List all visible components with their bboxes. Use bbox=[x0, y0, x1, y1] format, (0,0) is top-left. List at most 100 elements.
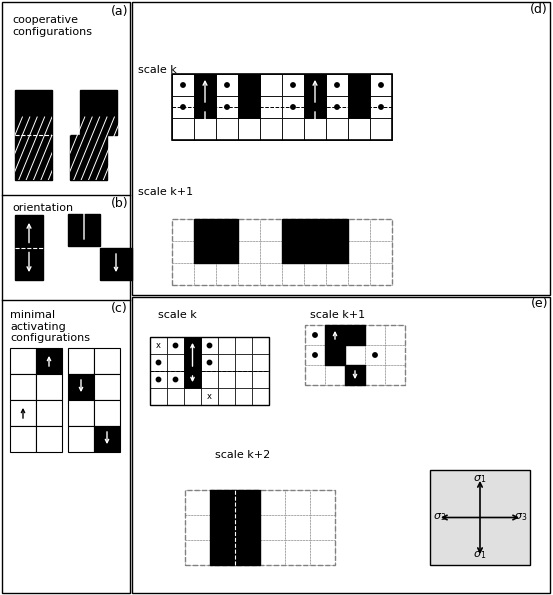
Bar bbox=[285, 540, 310, 565]
Bar bbox=[94, 348, 120, 374]
Bar bbox=[348, 118, 370, 140]
Bar bbox=[94, 374, 120, 400]
Circle shape bbox=[313, 353, 317, 357]
Bar bbox=[172, 263, 194, 285]
Bar bbox=[285, 515, 310, 540]
Bar bbox=[326, 118, 348, 140]
Bar bbox=[326, 263, 348, 285]
Circle shape bbox=[181, 105, 185, 109]
Bar bbox=[325, 325, 345, 345]
Bar bbox=[282, 219, 304, 241]
Bar bbox=[172, 118, 194, 140]
Text: (b): (b) bbox=[111, 197, 128, 210]
Bar bbox=[348, 74, 370, 96]
Bar bbox=[216, 219, 238, 241]
Circle shape bbox=[335, 83, 339, 87]
Bar bbox=[36, 426, 62, 452]
Bar bbox=[365, 325, 385, 345]
Bar bbox=[184, 337, 201, 354]
Bar bbox=[194, 263, 216, 285]
Bar bbox=[370, 74, 392, 96]
Circle shape bbox=[373, 353, 377, 357]
Bar bbox=[326, 219, 348, 241]
Text: scale k+1: scale k+1 bbox=[310, 310, 365, 320]
Bar bbox=[184, 354, 201, 371]
Bar bbox=[10, 374, 36, 400]
Bar bbox=[260, 540, 285, 565]
Text: (e): (e) bbox=[530, 297, 548, 310]
Bar bbox=[100, 248, 132, 280]
Bar bbox=[305, 365, 325, 385]
Bar bbox=[370, 263, 392, 285]
Bar bbox=[36, 400, 62, 426]
Bar bbox=[348, 96, 370, 118]
Bar bbox=[172, 219, 392, 285]
Text: scale k+1: scale k+1 bbox=[138, 187, 193, 197]
Bar bbox=[252, 388, 269, 405]
Text: orientation: orientation bbox=[12, 203, 73, 213]
Text: scale k: scale k bbox=[158, 310, 197, 320]
Bar bbox=[184, 354, 201, 371]
Bar bbox=[172, 96, 194, 118]
Bar bbox=[310, 540, 335, 565]
Bar bbox=[238, 74, 260, 96]
Bar bbox=[345, 365, 365, 385]
Bar bbox=[172, 74, 194, 96]
Bar bbox=[304, 96, 326, 118]
Bar bbox=[325, 345, 345, 365]
Bar bbox=[150, 371, 167, 388]
Bar bbox=[252, 337, 269, 354]
Bar bbox=[345, 345, 365, 365]
Bar bbox=[252, 354, 269, 371]
Bar bbox=[15, 90, 52, 180]
Bar bbox=[194, 74, 216, 96]
Bar bbox=[260, 241, 282, 263]
Bar bbox=[150, 388, 167, 405]
Bar bbox=[185, 490, 335, 565]
Bar bbox=[348, 96, 370, 118]
Bar bbox=[80, 90, 117, 135]
Bar bbox=[326, 74, 348, 96]
Circle shape bbox=[207, 361, 212, 365]
Circle shape bbox=[379, 83, 383, 87]
Bar bbox=[348, 241, 370, 263]
Text: minimal
activating
configurations: minimal activating configurations bbox=[10, 310, 90, 343]
Bar bbox=[194, 74, 216, 96]
Bar bbox=[260, 219, 282, 241]
Bar bbox=[304, 74, 326, 96]
Bar bbox=[385, 345, 405, 365]
Bar bbox=[194, 241, 216, 263]
Bar bbox=[305, 325, 405, 385]
Bar bbox=[326, 241, 348, 263]
Bar bbox=[304, 263, 326, 285]
Bar bbox=[260, 74, 282, 96]
Bar bbox=[194, 219, 216, 241]
Bar bbox=[68, 214, 100, 246]
Bar bbox=[370, 241, 392, 263]
Bar bbox=[385, 365, 405, 385]
Bar bbox=[201, 337, 218, 354]
Bar bbox=[348, 219, 370, 241]
Bar bbox=[167, 371, 184, 388]
Bar bbox=[305, 345, 325, 365]
Bar bbox=[430, 470, 530, 565]
Bar bbox=[260, 490, 285, 515]
Bar bbox=[282, 118, 304, 140]
Bar bbox=[282, 263, 304, 285]
Bar bbox=[235, 515, 260, 540]
Bar bbox=[304, 241, 326, 263]
Circle shape bbox=[156, 361, 161, 365]
Bar bbox=[172, 241, 194, 263]
Text: $\sigma_3$: $\sigma_3$ bbox=[514, 512, 527, 524]
Bar bbox=[252, 371, 269, 388]
Bar bbox=[348, 74, 370, 96]
Bar bbox=[201, 388, 218, 405]
Bar bbox=[150, 337, 167, 354]
Bar bbox=[201, 354, 218, 371]
Bar bbox=[167, 388, 184, 405]
Bar bbox=[235, 354, 252, 371]
Circle shape bbox=[173, 377, 178, 382]
Bar bbox=[235, 337, 252, 354]
Bar bbox=[10, 348, 36, 374]
Bar bbox=[310, 490, 335, 515]
